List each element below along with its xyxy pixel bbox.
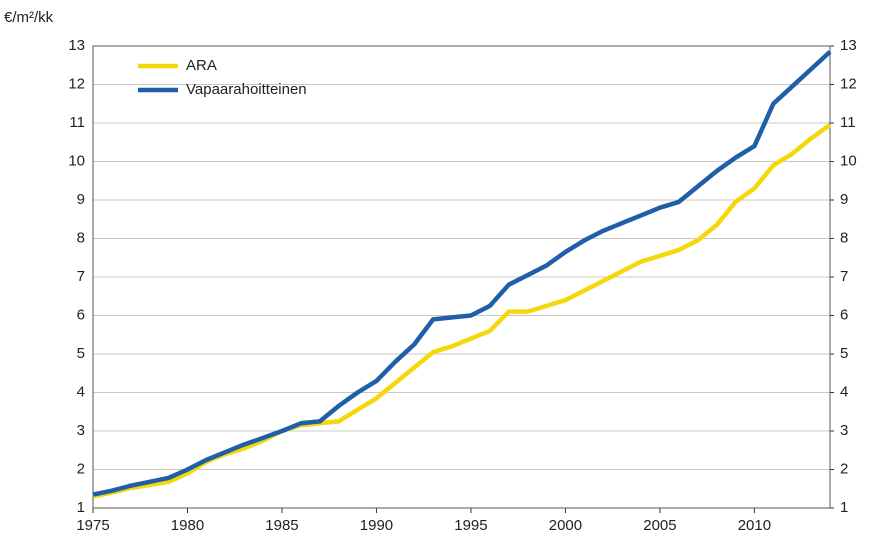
y-tick-label: 5 (77, 345, 85, 362)
x-tick-label: 1975 (76, 517, 109, 534)
y2-tick-label: 8 (840, 229, 848, 246)
y2-tick-label: 10 (840, 152, 857, 169)
y2-tick-label: 1 (840, 499, 848, 516)
y-tick-label: 13 (68, 37, 85, 54)
y-tick-label: 3 (77, 422, 85, 439)
y2-tick-label: 12 (840, 75, 857, 92)
y-tick-label: 11 (69, 114, 85, 131)
y2-tick-label: 6 (840, 306, 848, 323)
x-tick-label: 2000 (549, 517, 582, 534)
y2-tick-label: 2 (840, 460, 848, 477)
series-line (92, 123, 832, 499)
x-tick-label: 2005 (643, 517, 676, 534)
y2-tick-label: 4 (840, 383, 848, 400)
x-tick-label: 2010 (738, 517, 771, 534)
y-tick-label: 2 (77, 460, 85, 477)
x-tick-label: 1980 (171, 517, 204, 534)
y2-tick-label: 5 (840, 345, 848, 362)
y-tick-label: 8 (77, 229, 85, 246)
plot-frame (92, 45, 831, 509)
y-tick-label: 4 (77, 383, 85, 400)
y-tick-label: 7 (77, 268, 85, 285)
x-tick-label: 1985 (265, 517, 298, 534)
y2-tick-label: 3 (840, 422, 848, 439)
y-tick-label: 6 (77, 306, 85, 323)
y-axis-label: €/m²/kk (4, 9, 54, 26)
y-tick-label: 1 (77, 499, 85, 516)
y2-tick-label: 9 (840, 191, 848, 208)
x-tick-label: 1990 (360, 517, 393, 534)
x-tick-label: 1995 (454, 517, 487, 534)
series-line (92, 50, 832, 497)
y-tick-label: 9 (77, 191, 85, 208)
y-tick-label: 10 (68, 152, 85, 169)
y2-tick-label: 7 (840, 268, 848, 285)
legend-label: Vapaarahoitteinen (186, 81, 307, 98)
legend-label: ARA (186, 57, 217, 74)
y-tick-label: 12 (68, 75, 85, 92)
y2-tick-label: 13 (840, 37, 857, 54)
y2-tick-label: 11 (840, 114, 856, 131)
